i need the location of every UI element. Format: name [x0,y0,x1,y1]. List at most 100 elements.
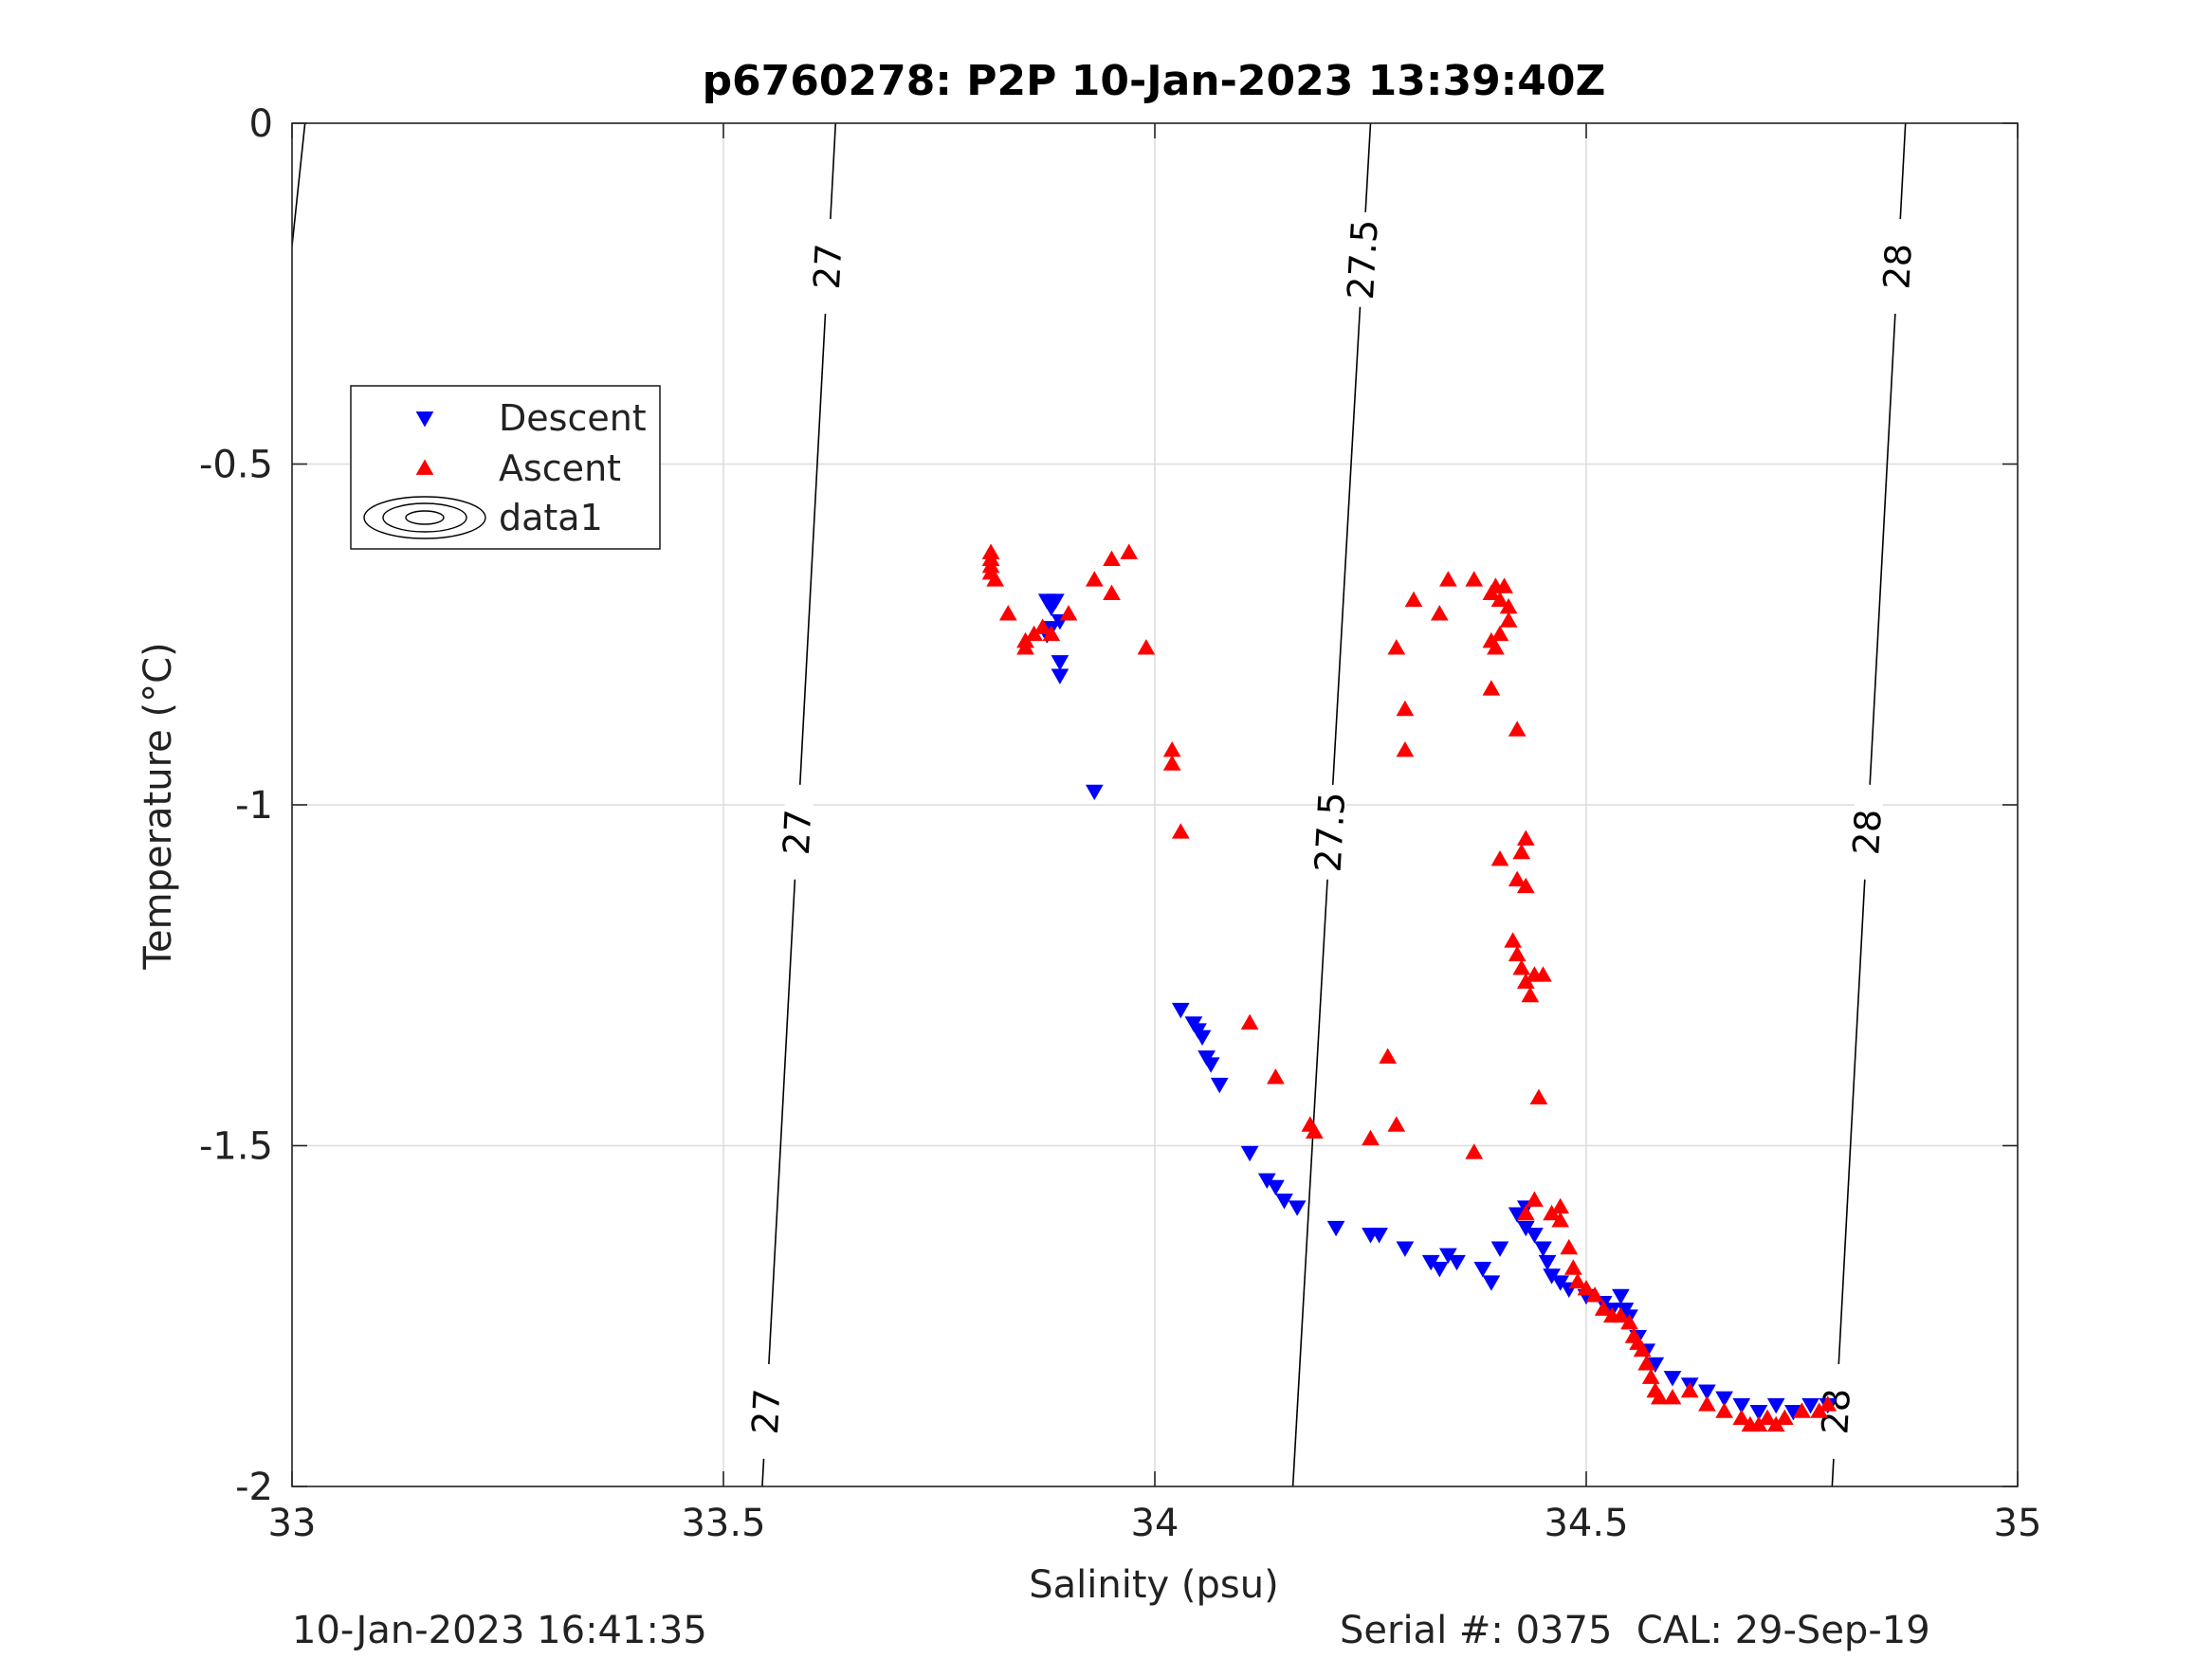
ascent-point [1650,1389,1669,1405]
descent-point [1240,1145,1259,1162]
descent-point [1473,1262,1492,1278]
descent-point [1051,655,1069,671]
ascent-point [1521,986,1540,1003]
legend-contour-icon [363,496,486,539]
ascent-point [1585,1286,1604,1303]
ascent-point [1305,1122,1324,1139]
ascent-point [1508,720,1526,737]
y-axis-label: Temperature (°C) [137,642,180,970]
contour-label: 27 [744,1388,789,1436]
x-tick-label: 34.5 [1544,1502,1628,1545]
ascent-point [1396,700,1415,717]
legend-contour-icon [405,510,445,525]
ascent-point [1508,945,1526,962]
ascent-point [1387,639,1406,655]
descent-point [1715,1391,1733,1408]
x-tick-label: 33 [268,1502,317,1545]
ascent-point [1508,870,1526,886]
y-tick-label: -1.5 [199,1125,273,1169]
descent-point [1046,593,1065,610]
y-tick-label: -1 [235,784,273,828]
x-axis-label: Salinity (psu) [1029,1563,1278,1607]
series-descent [1037,593,1837,1421]
footer-timestamp: 10-Jan-2023 16:41:35 [292,1609,707,1652]
contour-label-mask [811,218,845,315]
ascent-point [1529,1088,1548,1105]
descent-point [1171,1002,1190,1019]
ascent-point [1512,843,1531,860]
ascent-point [986,571,1005,587]
descent-point [1275,1194,1293,1210]
descent-point [1448,1254,1466,1271]
contour-label-mask [1345,211,1380,308]
ascent-point [1465,1143,1484,1159]
ascent-point [1563,1259,1582,1275]
descent-point [1051,668,1069,684]
contour-label-mask [1819,1363,1854,1460]
ascent-point [1637,1355,1656,1371]
ascent-point [1490,591,1509,608]
ascent-point [1568,1272,1587,1289]
ascent-point [1495,577,1513,593]
descent-point [1538,1254,1557,1271]
ascent-point [1404,591,1423,608]
ascent-point [1512,959,1531,975]
ascent-point [1633,1340,1652,1358]
descent-point [1663,1371,1682,1387]
ascent-point [1042,625,1061,642]
ascent-point [1439,571,1457,587]
descent-point [1698,1384,1716,1400]
ascent-point [1482,631,1501,648]
contour-label-mask [1313,783,1347,881]
y-tick-label: -0.5 [199,444,273,487]
contour-label: 28 [1845,808,1890,856]
ascent-point [1103,550,1121,567]
chart-title: p6760278: P2P 10-Jan-2023 13:39:40Z [703,57,1606,105]
ascent-point [1240,1013,1259,1030]
ascent-point [1085,571,1104,587]
y-tick-label: -2 [235,1466,273,1509]
contour-label: 27.5 [1340,218,1386,301]
ascent-point [1379,1048,1398,1064]
ascent-point [1663,1389,1682,1405]
contour-label: 28 [1875,243,1920,291]
legend-box [350,385,661,550]
ascent-point [1490,850,1509,866]
descent-point [1749,1405,1768,1421]
ascent-point [1641,1368,1660,1384]
descent-point [1612,1288,1630,1305]
contour-label: 27 [806,243,850,291]
ascent-point [1171,823,1190,839]
ascent-point [1120,543,1139,559]
y-tick-label: 0 [249,102,273,146]
ascent-point [1516,877,1535,894]
descent-point [1193,1030,1212,1046]
ascent-point [1732,1409,1751,1425]
descent-point [1801,1397,1819,1414]
ascent-point [1620,1313,1638,1330]
contour-label-mask [780,784,814,881]
ascent-point [1534,966,1552,982]
legend-contour-icon [382,502,467,533]
ascent-point [1137,639,1156,655]
ascent-point [1490,625,1509,642]
x-tick-label: 34 [1131,1502,1179,1545]
ascent-point [1551,1212,1570,1228]
ascent-point [1577,1279,1596,1296]
ascent-point [1594,1300,1613,1316]
descent-point [1430,1262,1449,1278]
ascent-point [998,605,1017,621]
ascent-point [1775,1409,1794,1425]
ascent-point [1612,1306,1630,1323]
legend-marker-descent [415,411,434,428]
ascent-point [1758,1409,1777,1425]
contour-label: 27 [776,808,820,856]
ascent-point [1162,755,1181,771]
ascent-point [1698,1395,1716,1412]
ascent-point [1059,605,1078,621]
legend-marker-ascent [415,459,434,475]
ascent-point [1819,1395,1837,1412]
contour-label-mask [749,1363,783,1460]
